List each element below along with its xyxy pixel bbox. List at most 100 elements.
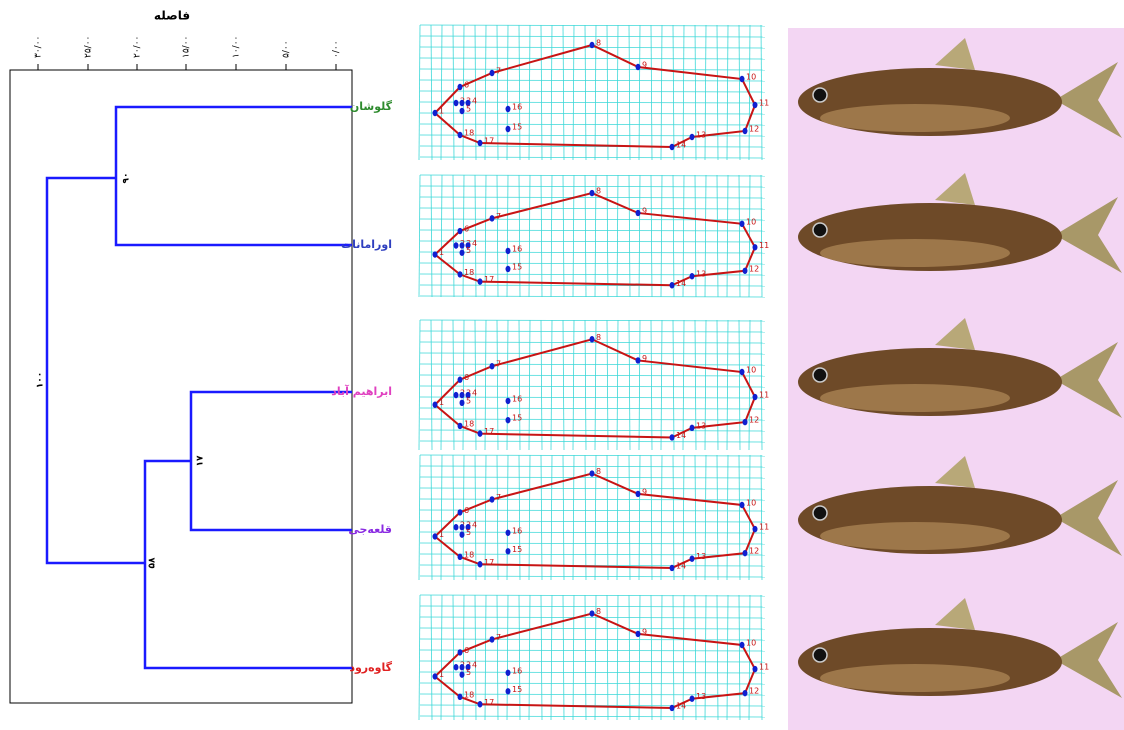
landmark	[458, 228, 463, 234]
landmark-label: 17	[484, 137, 494, 146]
grid-line	[651, 175, 652, 297]
landmark	[490, 496, 495, 502]
node-label: ۱۰۰	[36, 372, 46, 388]
landmark	[690, 425, 695, 431]
landmark-label: 4	[472, 389, 477, 398]
grid-line	[727, 175, 728, 297]
grid-line	[441, 320, 442, 450]
landmark	[690, 556, 695, 562]
landmark	[433, 251, 438, 257]
grid-line	[607, 25, 608, 160]
landmark	[490, 636, 495, 642]
fish-belly	[820, 664, 1010, 692]
grid-line	[727, 455, 728, 580]
grid-line	[441, 175, 442, 297]
grid-line	[717, 455, 718, 580]
grid-line	[661, 175, 662, 297]
grid-line	[717, 175, 718, 297]
grid-line	[420, 532, 765, 533]
landmark-label: 8	[596, 39, 601, 48]
tick-label: ۱۵/۰۰	[182, 36, 192, 58]
grid-line	[651, 25, 652, 160]
grid-line	[639, 175, 640, 297]
landmark-label: 18	[464, 419, 474, 428]
grid-line	[573, 455, 574, 580]
landmark-label: 1	[439, 530, 444, 539]
tick-label: ۳۰/۰۰	[34, 36, 44, 58]
landmark-label: 8	[596, 333, 601, 342]
grid-line	[507, 595, 508, 720]
landmark	[478, 701, 483, 707]
landmark-label: 7	[496, 360, 501, 369]
node-label: ۹۰	[122, 173, 132, 184]
grid-line	[541, 595, 542, 720]
grid-line	[551, 25, 552, 160]
grid-line	[529, 455, 530, 580]
landmark	[690, 696, 695, 702]
fish-belly	[820, 104, 1010, 132]
landmark	[454, 242, 459, 248]
landmark-label: 7	[496, 212, 501, 221]
grid-line	[573, 175, 574, 297]
grid-line	[420, 510, 765, 511]
landmark-label: 6	[464, 81, 469, 90]
grid-line	[551, 175, 552, 297]
grid-line	[695, 455, 696, 580]
landmark-label: 4	[472, 521, 477, 530]
grid-line	[420, 124, 765, 125]
grid-line	[705, 595, 706, 720]
grid-line	[419, 175, 420, 297]
landmark-label: 1	[439, 670, 444, 679]
grid-line	[420, 716, 765, 717]
landmark-label: 16	[512, 526, 522, 535]
grid-line	[673, 175, 674, 297]
landmark	[460, 108, 465, 114]
grid-line	[661, 25, 662, 160]
landmark	[740, 76, 745, 82]
landmark	[454, 524, 459, 530]
grid-line	[419, 320, 420, 450]
landmark-label: 4	[472, 239, 477, 248]
landmark-label: 11	[759, 391, 769, 400]
landmark-label: 12	[749, 547, 759, 556]
tick-label: ۲۵/۰۰	[84, 36, 94, 58]
grid-line	[739, 175, 740, 297]
grid-line	[420, 320, 765, 321]
landmark	[458, 132, 463, 138]
landmark-label: 9	[642, 487, 647, 496]
grid-line	[475, 455, 476, 580]
landmark	[433, 402, 438, 408]
grid-line	[497, 25, 498, 160]
grid-line	[420, 466, 765, 467]
tick-label: ۰/۰۰	[332, 40, 342, 58]
grid-line	[573, 595, 574, 720]
grid-line	[551, 595, 552, 720]
landmark-label: 8	[596, 607, 601, 616]
grid-line	[419, 595, 420, 720]
grid-line	[739, 320, 740, 450]
landmark	[458, 84, 463, 90]
fish-eye	[813, 88, 827, 102]
landmark	[740, 642, 745, 648]
leaf-label: گلوشان	[350, 100, 393, 113]
grid-line	[420, 455, 765, 456]
landmark	[743, 419, 748, 425]
branch	[191, 392, 352, 530]
fish-eye	[813, 368, 827, 382]
landmark	[458, 509, 463, 515]
landmark	[590, 190, 595, 196]
grid-line	[420, 364, 765, 365]
branch	[145, 461, 352, 668]
grid-line	[705, 455, 706, 580]
landmark	[433, 110, 438, 116]
grid-line	[585, 455, 586, 580]
grid-line	[695, 595, 696, 720]
grid-line	[617, 175, 618, 297]
leaf-label: گاوه‌رود	[349, 661, 392, 674]
grid-line	[420, 285, 765, 286]
grid-line	[651, 455, 652, 580]
grid-line	[639, 455, 640, 580]
grid-line	[541, 175, 542, 297]
axis-title: فاصله	[154, 9, 190, 23]
